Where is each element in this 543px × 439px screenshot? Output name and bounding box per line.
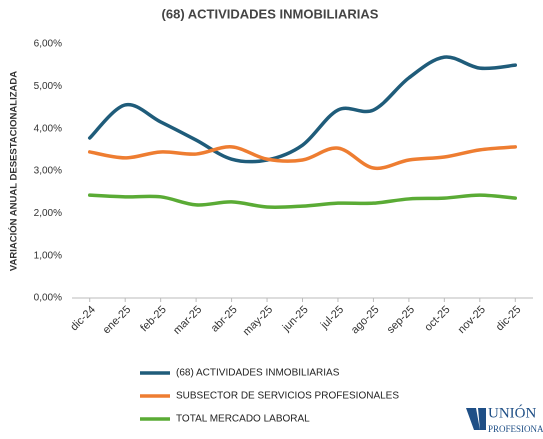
x-tick-label: dic-25	[494, 304, 524, 334]
logo-mark	[466, 408, 486, 430]
y-tick-label: 6,00%	[34, 39, 62, 50]
x-tick-label: jun-25	[280, 304, 311, 335]
x-tick-label: feb-25	[138, 304, 169, 335]
legend-label: (68) ACTIVIDADES INMOBILIARIAS	[176, 368, 340, 379]
x-tick-label: sep-25	[385, 304, 417, 336]
line-series	[87, 55, 518, 164]
y-axis-title: VARIACIÓN ANUAL DESESTACIONALIZADA	[8, 71, 20, 271]
x-tick-label: dic-24	[68, 304, 98, 334]
x-tick-label: may-25	[241, 304, 275, 338]
y-tick-label: 3,00%	[34, 166, 62, 177]
x-tick-label: jul-25	[318, 304, 346, 332]
y-tick-label: 5,00%	[34, 81, 62, 92]
logo-text: PROFESIONAL	[488, 424, 543, 434]
x-tick-label: abr-25	[209, 304, 240, 335]
line-series	[87, 193, 518, 209]
line-series	[87, 145, 518, 171]
logo-text: UNIÓN	[488, 404, 536, 421]
x-tick-label: ene-25	[101, 304, 134, 337]
y-tick-label: 1,00%	[34, 250, 62, 261]
x-tick-label: ago-25	[349, 304, 382, 337]
legend-label: TOTAL MERCADO LABORAL	[176, 414, 310, 425]
legend-label: SUBSECTOR DE SERVICIOS PROFESIONALES	[176, 391, 399, 402]
chart-title: (68) ACTIVIDADES INMOBILIARIAS	[162, 6, 379, 21]
x-tick-label: nov-25	[456, 304, 488, 336]
y-tick-label: 2,00%	[34, 208, 62, 219]
logo: UNIÓN PROFESIONAL	[466, 404, 543, 434]
x-tick-label: mar-25	[171, 304, 204, 337]
y-tick-label: 0,00%	[34, 293, 62, 304]
y-tick-label: 4,00%	[34, 123, 62, 134]
x-tick-label: oct-25	[422, 304, 452, 334]
